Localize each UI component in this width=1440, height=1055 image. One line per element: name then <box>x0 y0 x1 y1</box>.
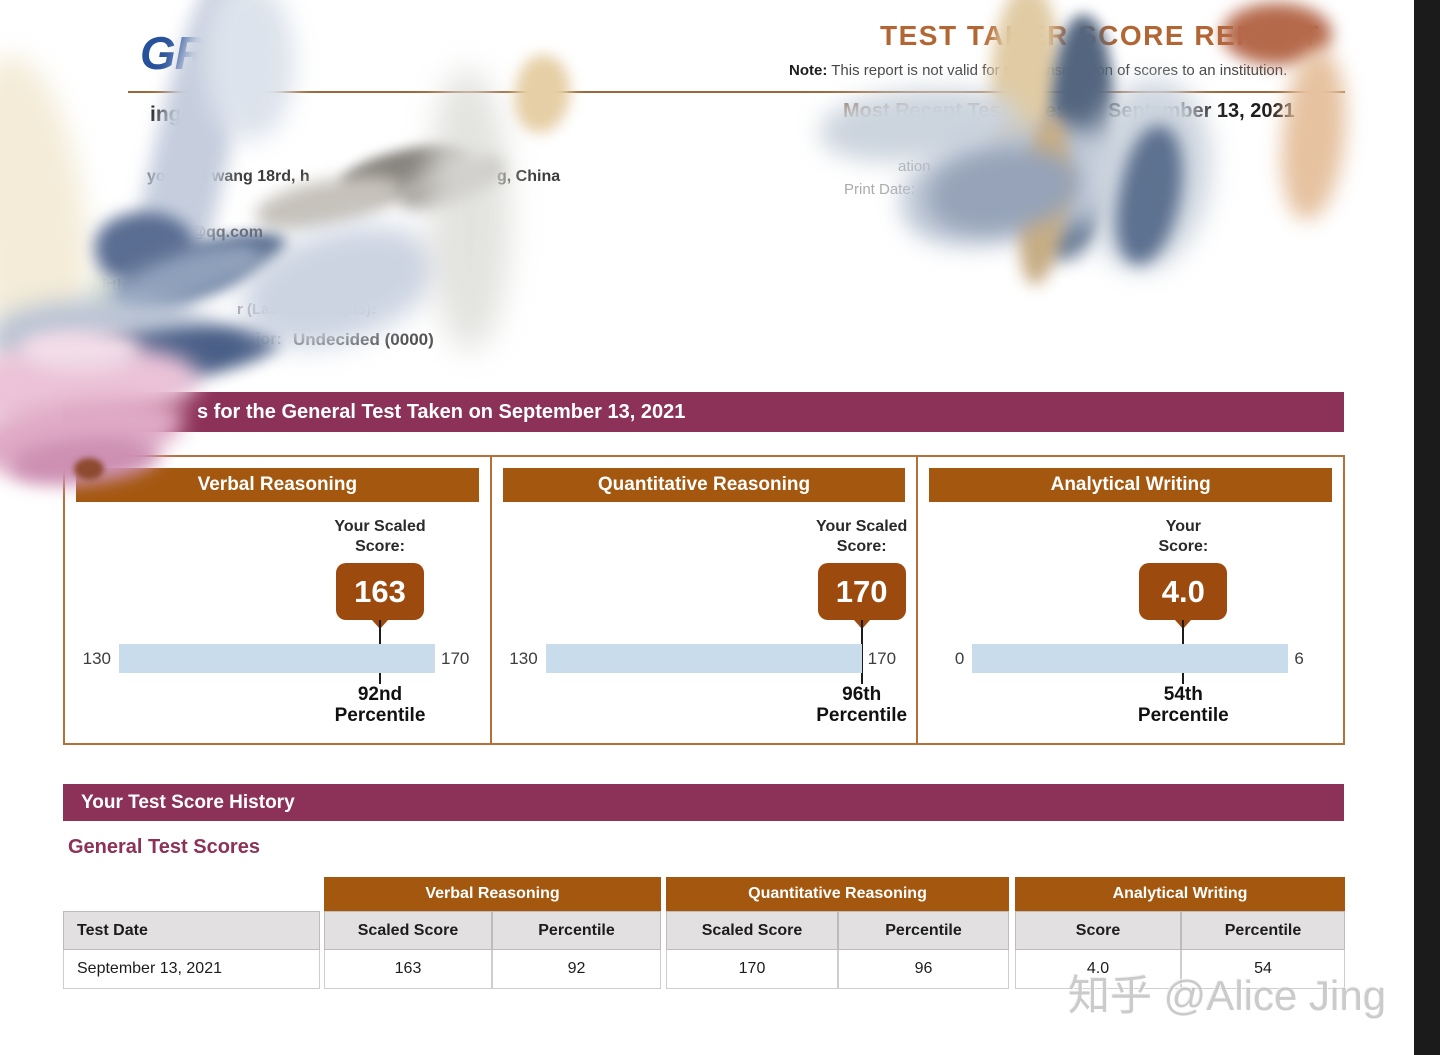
table-row-verbal-score: 163 <box>324 950 492 989</box>
percentile-label: 96th Percentile <box>767 684 957 726</box>
table-row-quant-percentile: 96 <box>838 950 1009 989</box>
score-scale-bar <box>545 644 862 673</box>
group-header-verbal: Verbal Reasoning <box>324 877 661 911</box>
scale-min-label: 130 <box>82 649 111 668</box>
score-label-line1: Your Scaled <box>334 518 426 535</box>
percentile-value: 54th <box>1163 684 1203 705</box>
percentile-value: 96th <box>842 684 882 705</box>
table-row-verbal-percentile: 92 <box>492 950 661 989</box>
score-panels: Verbal Reasoning Your Scaled Score: 163 … <box>63 455 1345 745</box>
history-banner-text: Your Test Score History <box>81 792 295 813</box>
score-label: Your Score: <box>1093 517 1273 557</box>
group-header-quantitative: Quantitative Reasoning <box>666 877 1009 911</box>
percentile-marker-line <box>860 620 863 684</box>
scale-max-label: 6 <box>1294 649 1304 668</box>
paint-smudge <box>74 458 104 480</box>
table-gap <box>1009 911 1015 950</box>
table-gap <box>1009 950 1015 989</box>
column-header: Percentile <box>1181 911 1345 950</box>
column-header: Scaled Score <box>666 911 838 950</box>
score-scale-bar <box>119 644 435 673</box>
scale-min-label: 130 <box>509 649 538 668</box>
panel-analytical-writing: Analytical Writing Your Score: 4.0 0 6 5… <box>916 457 1343 743</box>
panel-title: Verbal Reasoning <box>76 468 479 502</box>
percentile-word: Percentile <box>816 705 908 726</box>
note-label: Note: <box>789 62 828 79</box>
column-header: Percentile <box>838 911 1009 950</box>
table-gap <box>320 877 324 911</box>
column-header: Test Date <box>63 911 320 950</box>
table-row-test-date: September 13, 2021 <box>63 950 320 989</box>
panel-verbal-reasoning: Verbal Reasoning Your Scaled Score: 163 … <box>65 457 490 743</box>
column-header: Scaled Score <box>324 911 492 950</box>
scale-max-label: 170 <box>441 649 470 668</box>
score-scale-bar <box>972 644 1289 673</box>
paint-smudge <box>508 50 577 138</box>
table-row-writing-percentile: 54 <box>1181 950 1345 989</box>
panel-title: Quantitative Reasoning <box>502 468 906 502</box>
group-header-analytical: Analytical Writing <box>1015 877 1345 911</box>
address-fragment: g, China <box>497 168 561 185</box>
score-badge: 4.0 <box>1139 563 1228 620</box>
percentile-word: Percentile <box>1137 705 1229 726</box>
test-score-history-banner: Your Test Score History <box>63 784 1344 821</box>
percentile-label: 92nd Percentile <box>285 684 475 726</box>
table-gap <box>661 911 666 950</box>
percentile-word: Percentile <box>334 705 426 726</box>
table-corner-spacer <box>63 877 320 911</box>
right-black-bar <box>1414 0 1440 1055</box>
table-gap <box>320 911 324 950</box>
score-badge: 163 <box>336 563 424 620</box>
score-label: Your Scaled Score: <box>772 517 952 557</box>
table-row-quant-score: 170 <box>666 950 838 989</box>
table-row-writing-score: 4.0 <box>1015 950 1181 989</box>
score-history-table: Verbal Reasoning Quantitative Reasoning … <box>63 877 1345 989</box>
score-label-line2: Score: <box>836 538 887 555</box>
column-header: Percentile <box>492 911 661 950</box>
scores-banner-text: s for the General Test Taken on Septembe… <box>197 401 686 423</box>
header-divider <box>128 91 1345 93</box>
zhihu-watermark: 知乎 @Alice Jing <box>1068 972 1387 1019</box>
percentile-label: 54th Percentile <box>1088 684 1278 726</box>
score-label: Your Scaled Score: <box>290 517 470 557</box>
panel-quantitative-reasoning: Quantitative Reasoning Your Scaled Score… <box>489 457 917 743</box>
paint-smudge <box>20 330 140 370</box>
scale-min-label: 0 <box>954 649 965 668</box>
column-header: Score <box>1015 911 1181 950</box>
table-gap <box>1009 877 1015 911</box>
panel-title: Analytical Writing <box>929 468 1333 502</box>
general-test-scores-banner: s for the General Test Taken on Septembe… <box>63 392 1344 432</box>
score-label-line1: Your <box>1165 518 1201 535</box>
score-label-line1: Your Scaled <box>816 518 908 535</box>
scale-max-label: 170 <box>867 649 897 668</box>
score-label-line2: Score: <box>1158 538 1209 555</box>
general-test-scores-subheading: General Test Scores <box>68 836 260 858</box>
paint-smudge <box>430 70 510 350</box>
score-badge: 170 <box>817 563 906 620</box>
percentile-value: 92nd <box>357 684 403 705</box>
table-gap <box>661 877 666 911</box>
table-gap <box>661 950 666 989</box>
print-date-label: Print Date: <box>844 181 915 198</box>
score-label-line2: Score: <box>355 538 405 555</box>
paint-smudge <box>205 0 295 140</box>
table-gap <box>320 950 324 989</box>
